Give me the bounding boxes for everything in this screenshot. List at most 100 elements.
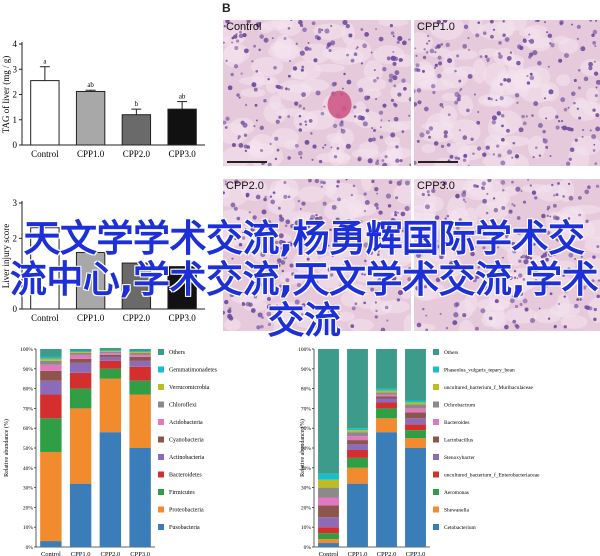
cell-nucleus: [462, 158, 467, 162]
tissue-vacuole: [421, 144, 436, 154]
cell-nucleus: [360, 28, 364, 31]
cell-nucleus: [514, 323, 519, 328]
tissue-vacuole: [582, 101, 600, 116]
cell-nucleus: [310, 132, 313, 135]
stacked-segment: [318, 533, 339, 540]
cell-nucleus: [475, 184, 479, 188]
cell-nucleus: [342, 20, 348, 25]
tissue-vacuole: [223, 224, 239, 250]
watermark-overlay-text: 天文学学术交流,杨勇辉国际学术交流中心,学术交流,天文学术交流,学术交流: [9, 217, 599, 342]
cell-nucleus: [593, 71, 599, 76]
cell-nucleus: [567, 127, 572, 132]
cell-nucleus: [429, 48, 435, 54]
cell-nucleus: [455, 193, 460, 199]
cell-nucleus: [336, 184, 339, 188]
cell-nucleus: [290, 20, 293, 22]
legend-label: Actinobacteria: [169, 455, 205, 461]
legend-label: Cetobacterium: [444, 525, 477, 531]
cell-nucleus: [594, 44, 597, 48]
stacked-segment: [376, 418, 397, 433]
tissue-vacuole: [495, 190, 511, 205]
cell-nucleus: [583, 76, 589, 82]
cell-nucleus: [515, 186, 521, 192]
cell-nucleus: [424, 245, 430, 251]
cell-nucleus: [276, 263, 281, 268]
cell-nucleus: [359, 220, 363, 224]
cell-nucleus: [240, 72, 243, 75]
cell-nucleus: [489, 20, 494, 24]
legend-label: Stenoxybacter: [444, 455, 475, 461]
cell-nucleus: [287, 195, 291, 199]
cell-nucleus: [400, 179, 403, 182]
cell-nucleus: [281, 269, 285, 273]
cell-nucleus: [416, 88, 422, 93]
tissue-vacuole: [580, 257, 600, 281]
cell-nucleus: [363, 301, 366, 305]
cell-nucleus: [261, 264, 265, 268]
stacked-segment: [69, 358, 92, 363]
cell-nucleus: [255, 119, 258, 122]
cell-nucleus: [547, 65, 550, 68]
stacked-segment: [347, 467, 368, 484]
cell-nucleus: [512, 249, 517, 254]
cell-nucleus: [353, 270, 357, 275]
tissue-vacuole: [445, 210, 462, 227]
cell-nucleus: [285, 278, 290, 283]
tissue-vacuole: [414, 204, 435, 229]
cell-nucleus: [304, 139, 310, 145]
cell-nucleus: [428, 135, 432, 139]
cell-nucleus: [506, 226, 510, 230]
cell-nucleus: [299, 208, 302, 210]
cell-nucleus: [458, 218, 462, 222]
stacked-segment: [40, 356, 62, 359]
stacked-segment: [318, 349, 339, 474]
cell-nucleus: [498, 230, 502, 234]
tissue-vacuole: [263, 102, 288, 124]
cell-nucleus: [462, 43, 468, 49]
cell-nucleus: [501, 205, 506, 210]
cell-nucleus: [580, 255, 584, 259]
tissue-vacuole: [239, 76, 276, 86]
cell-nucleus: [298, 128, 303, 132]
cell-nucleus: [298, 114, 302, 118]
cell-nucleus: [492, 197, 496, 200]
stacked-segment: [99, 432, 122, 547]
stacked-segment: [347, 436, 368, 441]
cell-nucleus: [492, 270, 495, 273]
y-tick-label: 0: [13, 304, 18, 314]
tissue-vacuole: [560, 315, 588, 329]
cell-nucleus: [318, 159, 323, 164]
cell-nucleus: [331, 204, 337, 210]
y-tick-label: 2: [13, 90, 18, 100]
bar: [30, 227, 60, 310]
cell-nucleus: [454, 100, 459, 105]
cell-nucleus: [568, 267, 571, 270]
stacked-segment: [376, 349, 397, 389]
legend-swatch: [158, 384, 164, 390]
tissue-vacuole: [391, 242, 411, 263]
stacked-segment: [376, 390, 397, 393]
cell-nucleus: [586, 284, 589, 287]
stacked-segment: [99, 350, 122, 352]
cell-nucleus: [393, 219, 397, 224]
cell-nucleus: [504, 324, 509, 330]
cell-nucleus: [574, 257, 577, 261]
cell-nucleus: [370, 287, 375, 292]
cell-nucleus: [502, 256, 504, 259]
cell-nucleus: [241, 291, 245, 295]
x-tick-label: CPP2.0: [123, 313, 151, 323]
cell-nucleus: [395, 158, 400, 163]
cell-nucleus: [513, 276, 517, 279]
cell-nucleus: [294, 143, 299, 148]
tissue-vacuole: [584, 219, 600, 240]
cell-nucleus: [456, 54, 460, 58]
y-tick-label: 0%: [26, 545, 34, 551]
stacked-segment: [129, 360, 151, 367]
cell-nucleus: [238, 143, 244, 148]
cell-nucleus: [255, 22, 261, 28]
cell-nucleus: [524, 307, 529, 312]
stacked-segment: [99, 368, 122, 379]
stacked-segment: [347, 483, 368, 547]
cell-nucleus: [346, 53, 349, 57]
cell-nucleus: [564, 289, 568, 293]
